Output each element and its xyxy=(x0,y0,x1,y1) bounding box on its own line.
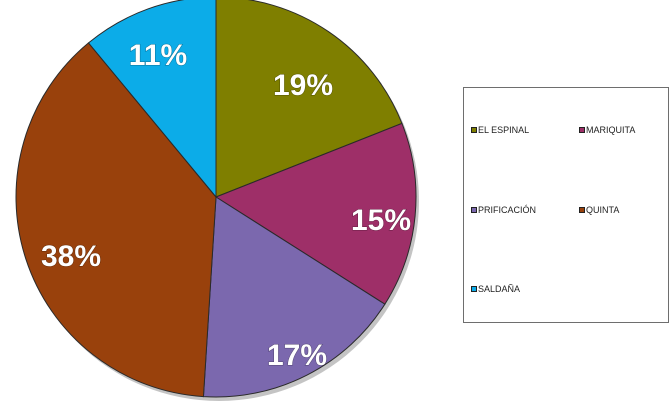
legend: EL ESPINAL MARIQUITA PRIFICACIÓN QUINTA … xyxy=(463,87,669,323)
pie-slice-quinta xyxy=(15,42,217,398)
legend-swatch xyxy=(471,286,477,292)
legend-swatch xyxy=(471,127,477,133)
legend-label: QUINTA xyxy=(586,205,620,215)
legend-item-el-espinal: EL ESPINAL xyxy=(471,125,529,135)
pie-labels: 19% 15% 17% 38% 11% xyxy=(40,38,411,372)
legend-item-prificacion: PRIFICACIÓN xyxy=(471,205,536,215)
pie-slice-prificacion xyxy=(202,196,386,398)
pie-slice-mariquita xyxy=(214,122,417,305)
pie-slices xyxy=(15,0,419,401)
pie-slice-el-espinal xyxy=(215,0,403,198)
slice-label-saldana: 11% xyxy=(129,39,187,72)
slice-label-prificacion: 17% xyxy=(267,339,327,372)
slice-label-mariquita: 15% xyxy=(351,204,411,237)
slice-label-quinta: 38% xyxy=(41,240,101,273)
legend-swatch xyxy=(579,207,585,213)
legend-swatch xyxy=(471,207,477,213)
slice-label-el-espinal: 19% xyxy=(273,69,333,102)
pie-slice-saldana xyxy=(87,0,217,199)
legend-item-mariquita: MARIQUITA xyxy=(579,125,635,135)
legend-item-saldana: SALDAÑA xyxy=(471,284,520,294)
legend-item-quinta: QUINTA xyxy=(579,205,619,215)
legend-swatch xyxy=(579,127,585,133)
legend-label: SALDAÑA xyxy=(478,284,521,294)
legend-label: MARIQUITA xyxy=(586,125,636,135)
legend-label: PRIFICACIÓN xyxy=(478,205,537,215)
legend-label: EL ESPINAL xyxy=(478,125,530,135)
